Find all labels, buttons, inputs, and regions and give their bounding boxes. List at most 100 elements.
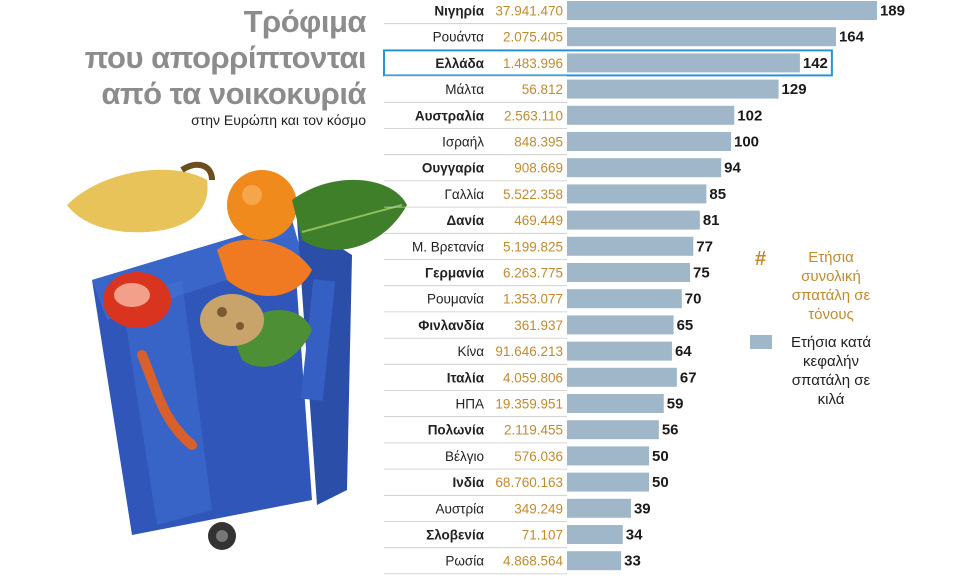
total-label: 68.760.163 <box>495 475 563 490</box>
country-label: Δανία <box>446 213 484 228</box>
bar <box>567 420 659 440</box>
value-label: 39 <box>634 500 651 517</box>
value-label: 100 <box>734 134 759 151</box>
bar <box>567 236 694 256</box>
bar <box>567 341 672 361</box>
bar <box>567 394 664 413</box>
highlight-frame <box>383 49 833 77</box>
bar <box>567 551 622 571</box>
legend-per-capita-label: Ετήσια κατά κεφαλήν σπατάλη σε κιλά <box>790 334 872 408</box>
country-label: Γερμανία <box>425 266 485 281</box>
total-label: 2.119.455 <box>504 423 563 438</box>
country-label: Μάλτα <box>445 82 484 97</box>
bar <box>567 263 690 282</box>
value-label: 59 <box>667 396 684 413</box>
total-label: 5.199.825 <box>503 239 563 254</box>
country-label: Κίνα <box>457 344 484 359</box>
total-label: 576.036 <box>514 449 563 464</box>
value-label: 94 <box>724 160 741 177</box>
country-label: Ρουμανία <box>427 292 484 307</box>
country-label: Ρουάντα <box>433 30 485 45</box>
value-label: 50 <box>652 474 669 491</box>
bar <box>567 184 707 204</box>
value-label: 142 <box>803 55 828 72</box>
bar <box>567 525 623 544</box>
value-label: 67 <box>680 369 697 386</box>
chart-title: Τρόφιμα που απορρίπτονται από τα νοικοκυ… <box>26 4 367 112</box>
bar <box>567 27 836 47</box>
value-label: 70 <box>685 291 702 308</box>
legend-total-label: Ετήσια συνολική σπατάλη σε τόνους <box>791 249 871 323</box>
country-label: Νιγηρία <box>434 4 484 19</box>
total-label: 2.075.405 <box>503 30 563 45</box>
total-label: 4.868.564 <box>503 554 564 569</box>
title-line-3: από τα νοικοκυριά <box>101 76 366 111</box>
bar <box>567 79 779 99</box>
total-label: 1.483.996 <box>503 56 563 71</box>
country-label: Πολωνία <box>428 423 485 438</box>
country-label: Γαλλία <box>444 187 484 202</box>
country-label: Ρωσία <box>445 554 484 569</box>
legend-total-symbol: # <box>755 248 767 270</box>
total-label: 361.937 <box>514 318 563 333</box>
title-line-1: Τρόφιμα <box>243 4 367 39</box>
total-label: 469.449 <box>514 213 563 228</box>
value-label: 189 <box>880 3 905 20</box>
country-label: Ελλάδα <box>435 56 484 71</box>
chart-subtitle: στην Ευρώπη και τον κόσμο <box>191 112 366 128</box>
total-label: 5.522.358 <box>503 187 563 202</box>
country-label: Αυστραλία <box>415 108 485 123</box>
bar <box>567 289 682 309</box>
value-label: 56 <box>662 422 679 439</box>
food-waste-bin-illustration <box>67 161 407 550</box>
bar <box>567 1 877 20</box>
country-label: Αυστρία <box>435 501 484 516</box>
bar <box>567 446 649 466</box>
total-label: 2.563.110 <box>504 108 563 123</box>
total-label: 37.941.470 <box>495 4 563 19</box>
title-line-2: που απορρίπτονται <box>84 40 367 75</box>
value-label: 102 <box>737 107 762 124</box>
country-label: Βέλγιο <box>445 449 484 464</box>
value-label: 129 <box>782 81 807 98</box>
bar <box>567 315 674 335</box>
country-label: Φινλανδία <box>418 318 484 333</box>
value-label: 65 <box>677 317 694 334</box>
bar <box>567 158 722 178</box>
country-label: Σλοβενία <box>426 528 485 543</box>
country-label: Ουγγαρία <box>422 161 485 176</box>
total-label: 6.263.775 <box>503 266 563 281</box>
legend-per-capita-swatch <box>750 335 772 349</box>
value-label: 64 <box>675 343 692 360</box>
bar <box>567 472 649 492</box>
value-label: 50 <box>652 448 669 465</box>
total-label: 91.646.213 <box>495 344 563 359</box>
total-label: 848.395 <box>514 135 563 150</box>
bar <box>567 367 677 387</box>
total-label: 71.107 <box>522 528 563 543</box>
value-label: 33 <box>624 553 641 570</box>
bar <box>567 53 800 73</box>
bar <box>567 105 735 125</box>
total-label: 349.249 <box>514 501 563 516</box>
total-label: 4.059.806 <box>503 370 563 385</box>
country-label: ΗΠΑ <box>455 397 484 412</box>
value-label: 81 <box>703 212 720 229</box>
total-label: 56.812 <box>522 82 563 97</box>
bar <box>567 210 700 230</box>
value-label: 34 <box>626 527 643 544</box>
value-label: 77 <box>696 238 713 255</box>
bar <box>567 498 631 518</box>
value-label: 164 <box>839 29 865 46</box>
country-label: Ισραήλ <box>442 135 484 150</box>
value-label: 85 <box>709 186 726 203</box>
total-label: 908.669 <box>514 161 563 176</box>
value-label: 75 <box>693 265 710 282</box>
total-label: 19.359.951 <box>495 397 563 412</box>
total-label: 1.353.077 <box>503 292 563 307</box>
country-label: Ινδία <box>453 475 485 490</box>
bar <box>567 132 731 151</box>
country-label: Μ. Βρετανία <box>412 239 484 254</box>
country-label: Ιταλία <box>447 370 485 385</box>
